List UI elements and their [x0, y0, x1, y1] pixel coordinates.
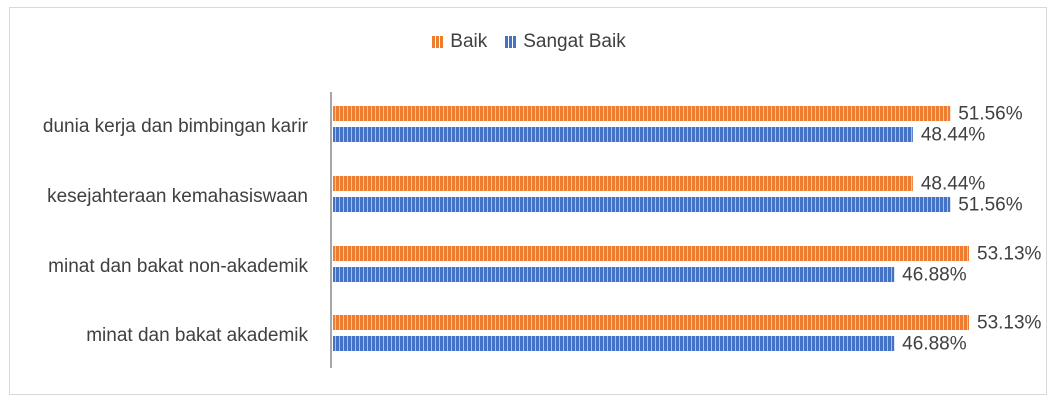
legend-label-sangat-baik: Sangat Baik [523, 31, 626, 52]
value-label-baik-kesejahteraan-kemahasiswaan: 48.44% [921, 174, 986, 195]
bar-sangat-baik-minat-dan-bakat-akademik [333, 336, 895, 351]
category-label-minat-dan-bakat-akademik: minat dan bakat akademik [86, 325, 308, 346]
bar-baik-minat-dan-bakat-non-akademik [333, 246, 969, 261]
bar-baik-dunia-kerja-dan-bimbingan-karir [333, 106, 951, 121]
value-label-sangat-baik-kesejahteraan-kemahasiswaan: 51.56% [958, 195, 1023, 216]
value-label-sangat-baik-minat-dan-bakat-non-akademik: 46.88% [902, 265, 967, 286]
category-label-dunia-kerja-dan-bimbingan-karir: dunia kerja dan bimbingan karir [43, 116, 309, 137]
bar-sangat-baik-minat-dan-bakat-non-akademik [333, 267, 895, 282]
legend-swatch-baik [432, 36, 445, 48]
bar-sangat-baik-kesejahteraan-kemahasiswaan [333, 197, 951, 212]
bar-baik-minat-dan-bakat-akademik [333, 315, 969, 330]
chart-legend: Baik Sangat Baik [0, 31, 1058, 53]
value-label-sangat-baik-dunia-kerja-dan-bimbingan-karir: 48.44% [921, 125, 986, 146]
legend-item-sangat-baik: Sangat Baik [505, 31, 626, 53]
bar-sangat-baik-dunia-kerja-dan-bimbingan-karir [333, 127, 913, 142]
category-label-minat-dan-bakat-non-akademik: minat dan bakat non-akademik [48, 256, 308, 277]
bar-baik-kesejahteraan-kemahasiswaan [333, 176, 913, 191]
legend-item-baik: Baik [432, 31, 487, 53]
category-label-kesejahteraan-kemahasiswaan: kesejahteraan kemahasiswaan [47, 186, 308, 207]
legend-label-baik: Baik [450, 31, 488, 52]
value-label-sangat-baik-minat-dan-bakat-akademik: 46.88% [902, 334, 967, 355]
legend-swatch-sangat-baik [505, 36, 518, 48]
value-label-baik-dunia-kerja-dan-bimbingan-karir: 51.56% [958, 104, 1023, 125]
value-label-baik-minat-dan-bakat-non-akademik: 53.13% [977, 244, 1042, 265]
value-label-baik-minat-dan-bakat-akademik: 53.13% [977, 313, 1042, 334]
